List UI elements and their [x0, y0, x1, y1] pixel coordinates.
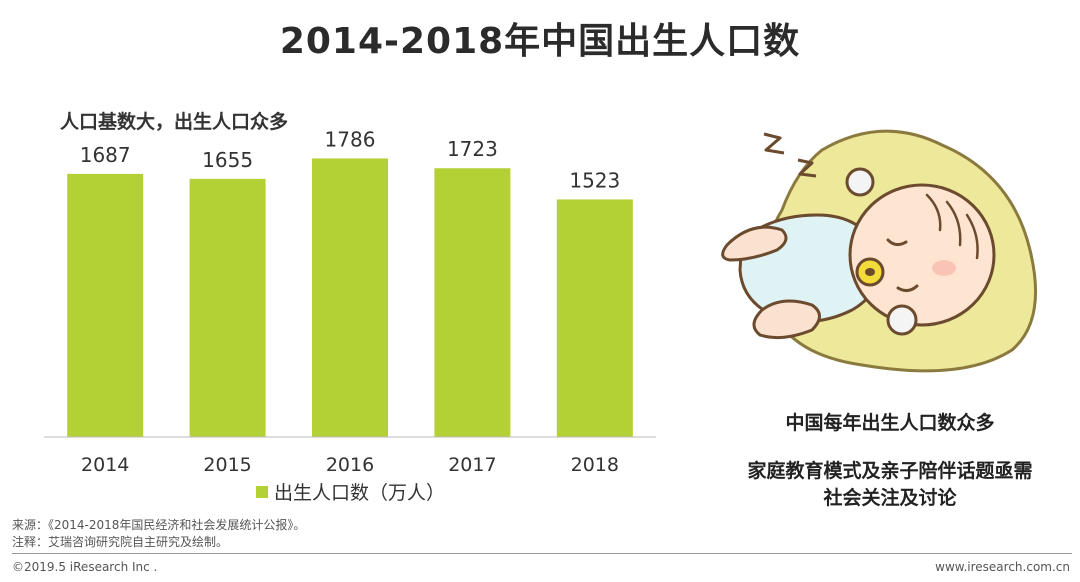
x-tick-label: 2018 [571, 454, 619, 476]
chart-subtitle: 人口基数大，出生人口众多 [60, 111, 289, 133]
sleeping-baby-illustration [721, 129, 1037, 373]
x-tick-label: 2015 [203, 454, 251, 476]
footer-divider [12, 553, 1072, 554]
caption-line-3: 社会关注及讨论 [823, 487, 957, 509]
baby-arm [721, 225, 788, 262]
legend-label: 出生人口数（万人） [274, 482, 446, 504]
bar-chart: 1687 2014 1655 2015 1786 2016 1723 2017 1523 2018 [44, 127, 656, 476]
website-link[interactable]: www.iresearch.com.cn [935, 560, 1070, 574]
caption-headline: 中国每年出生人口数众多 [785, 412, 995, 434]
page-title: 2014-2018年中国出生人口数 [279, 21, 801, 62]
bar-2018 [556, 199, 633, 437]
bar-value-label: 1523 [569, 168, 620, 192]
bar-2014 [67, 173, 144, 437]
chart-legend: 出生人口数（万人） [256, 478, 445, 505]
sleep-z-small-icon [797, 158, 817, 178]
x-tick-label: 2016 [326, 454, 374, 476]
baby-hand [886, 304, 918, 336]
annotation-note: 注释：艾瑞咨询研究院自主研究及绘制。 [12, 535, 229, 549]
bar-2016 [312, 158, 388, 437]
baby-leg [752, 299, 821, 340]
bar-2017 [434, 168, 511, 437]
source-note: 来源：《2014-2018年国民经济和社会发展统计公报》。 [12, 518, 306, 532]
bar-value-label: 1655 [202, 148, 253, 172]
baby-hair [925, 193, 979, 260]
copyright-text: ©2019.5 iResearch Inc . [12, 560, 158, 574]
bar-2015 [189, 178, 266, 438]
legend-swatch [256, 485, 268, 498]
baby-hand-top [845, 167, 875, 197]
baby-eye-right [896, 284, 919, 293]
pacifier-center [865, 268, 875, 276]
bar-group: 1687 2014 1655 2015 1786 2016 1723 2017 1523 2018 [67, 127, 633, 476]
x-tick-label: 2014 [81, 454, 129, 476]
x-tick-label: 2017 [448, 454, 496, 476]
baby-eye-left [886, 238, 908, 247]
caption-line-2: 家庭教育模式及亲子陪伴话题亟需 [747, 460, 1033, 482]
baby-head [848, 183, 996, 327]
bar-value-label: 1687 [80, 143, 131, 167]
baby-cheek [932, 260, 956, 276]
bar-value-label: 1786 [325, 127, 376, 151]
bar-value-label: 1723 [447, 137, 498, 161]
sleep-z-icon [763, 132, 785, 155]
